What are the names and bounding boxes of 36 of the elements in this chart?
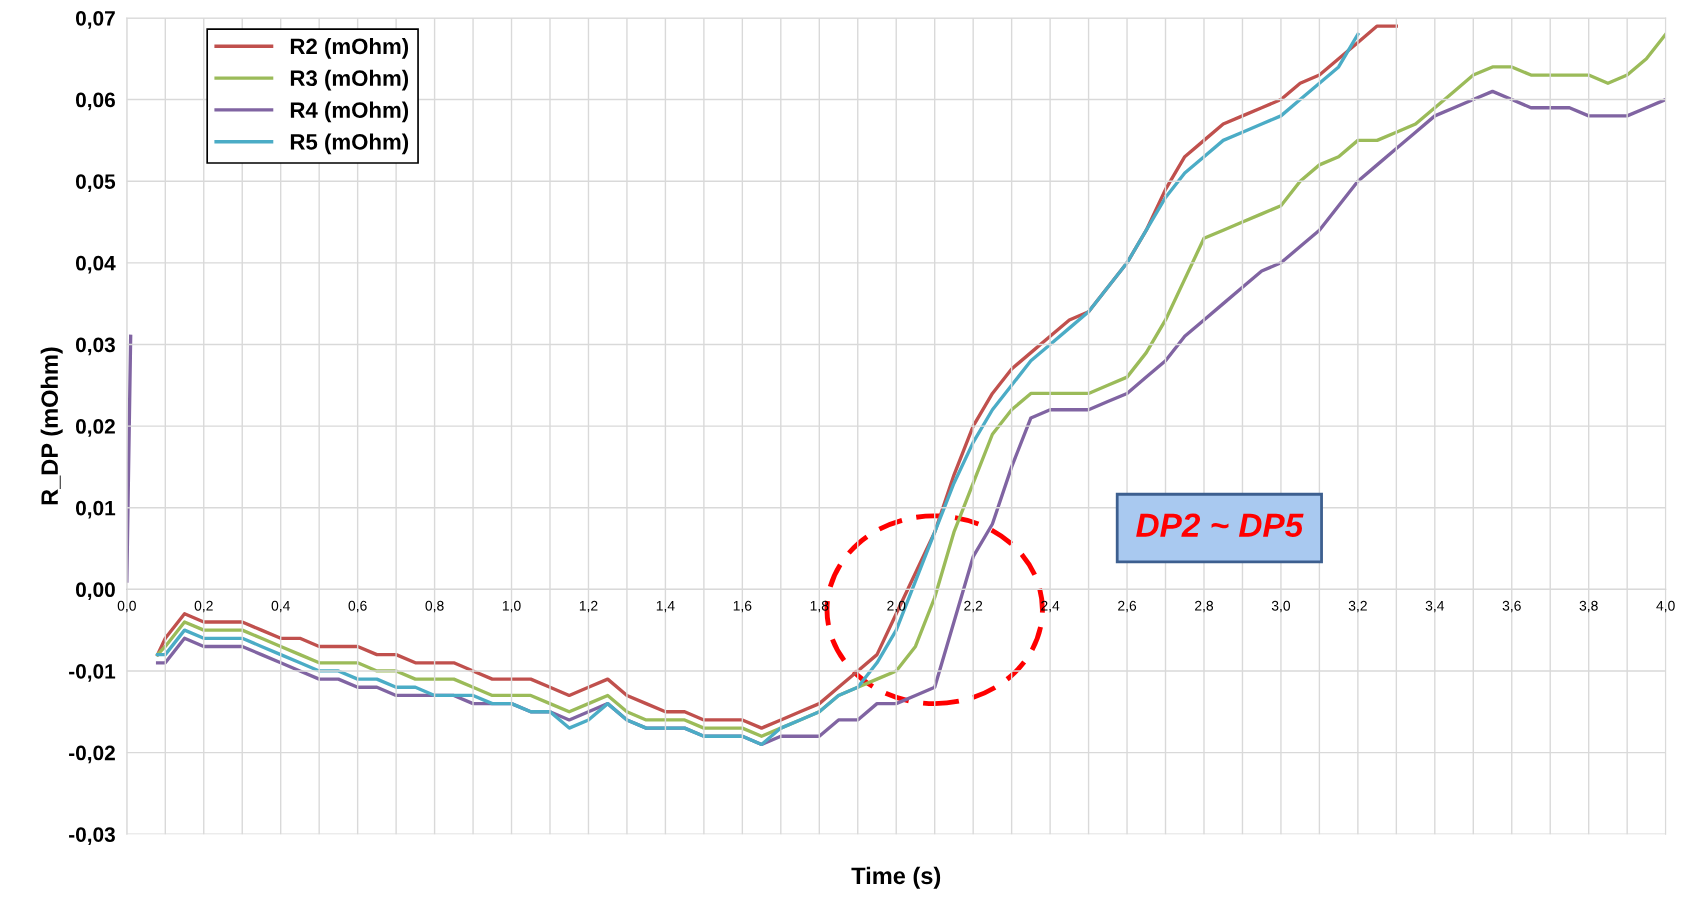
y-tick-label: -0,01 bbox=[69, 663, 116, 682]
y-tick-label: 0,06 bbox=[75, 92, 115, 111]
y-tick-label: 0,01 bbox=[75, 500, 116, 519]
legend-label: R4 (mOhm) bbox=[290, 101, 409, 123]
x-tick-label: 2,8 bbox=[1195, 600, 1214, 613]
x-tick-label: 3,0 bbox=[1271, 600, 1291, 613]
legend-label: R5 (mOhm) bbox=[290, 133, 409, 155]
x-tick-label: 3,2 bbox=[1348, 600, 1367, 613]
y-tick-label: 0,05 bbox=[75, 174, 116, 192]
x-tick-label: 4,0 bbox=[1656, 600, 1675, 613]
x-tick-label: 1,0 bbox=[502, 600, 521, 613]
legend-label: R3 (mOhm) bbox=[290, 69, 409, 91]
y-tick-label: 0,07 bbox=[75, 10, 115, 29]
y-tick-label: -0,03 bbox=[69, 827, 115, 845]
y-tick-label: 0,02 bbox=[75, 419, 115, 437]
x-tick-label: 0,4 bbox=[271, 600, 290, 613]
y-axis-title: R_DP (mOhm) bbox=[40, 347, 63, 505]
x-tick-label: 0,8 bbox=[425, 600, 444, 613]
legend-label: R2 (mOhm) bbox=[290, 37, 409, 59]
x-axis-title: Time (s) bbox=[851, 866, 941, 889]
x-tick-label: 0,6 bbox=[348, 600, 367, 613]
x-tick-label: 0,0 bbox=[117, 600, 136, 613]
x-tick-label: 0,2 bbox=[194, 600, 213, 613]
y-tick-label: 0,04 bbox=[75, 255, 116, 274]
x-tick-label: 3,4 bbox=[1425, 600, 1445, 613]
x-tick-label: 1,4 bbox=[656, 600, 675, 613]
x-tick-label: 3,6 bbox=[1502, 600, 1521, 613]
annotation: DP2 ~ DP5 bbox=[1136, 513, 1304, 538]
x-tick-label: 1,6 bbox=[733, 600, 752, 613]
x-tick-label: 2,6 bbox=[1118, 600, 1137, 613]
y-tick-label: 0,03 bbox=[75, 337, 115, 356]
y-tick-label: -0,02 bbox=[69, 745, 115, 764]
x-tick-label: 3,8 bbox=[1579, 600, 1598, 613]
y-tick-label: 0,00 bbox=[75, 582, 115, 601]
x-tick-label: 1,2 bbox=[579, 600, 598, 613]
x-tick-label: 2,2 bbox=[964, 600, 983, 613]
